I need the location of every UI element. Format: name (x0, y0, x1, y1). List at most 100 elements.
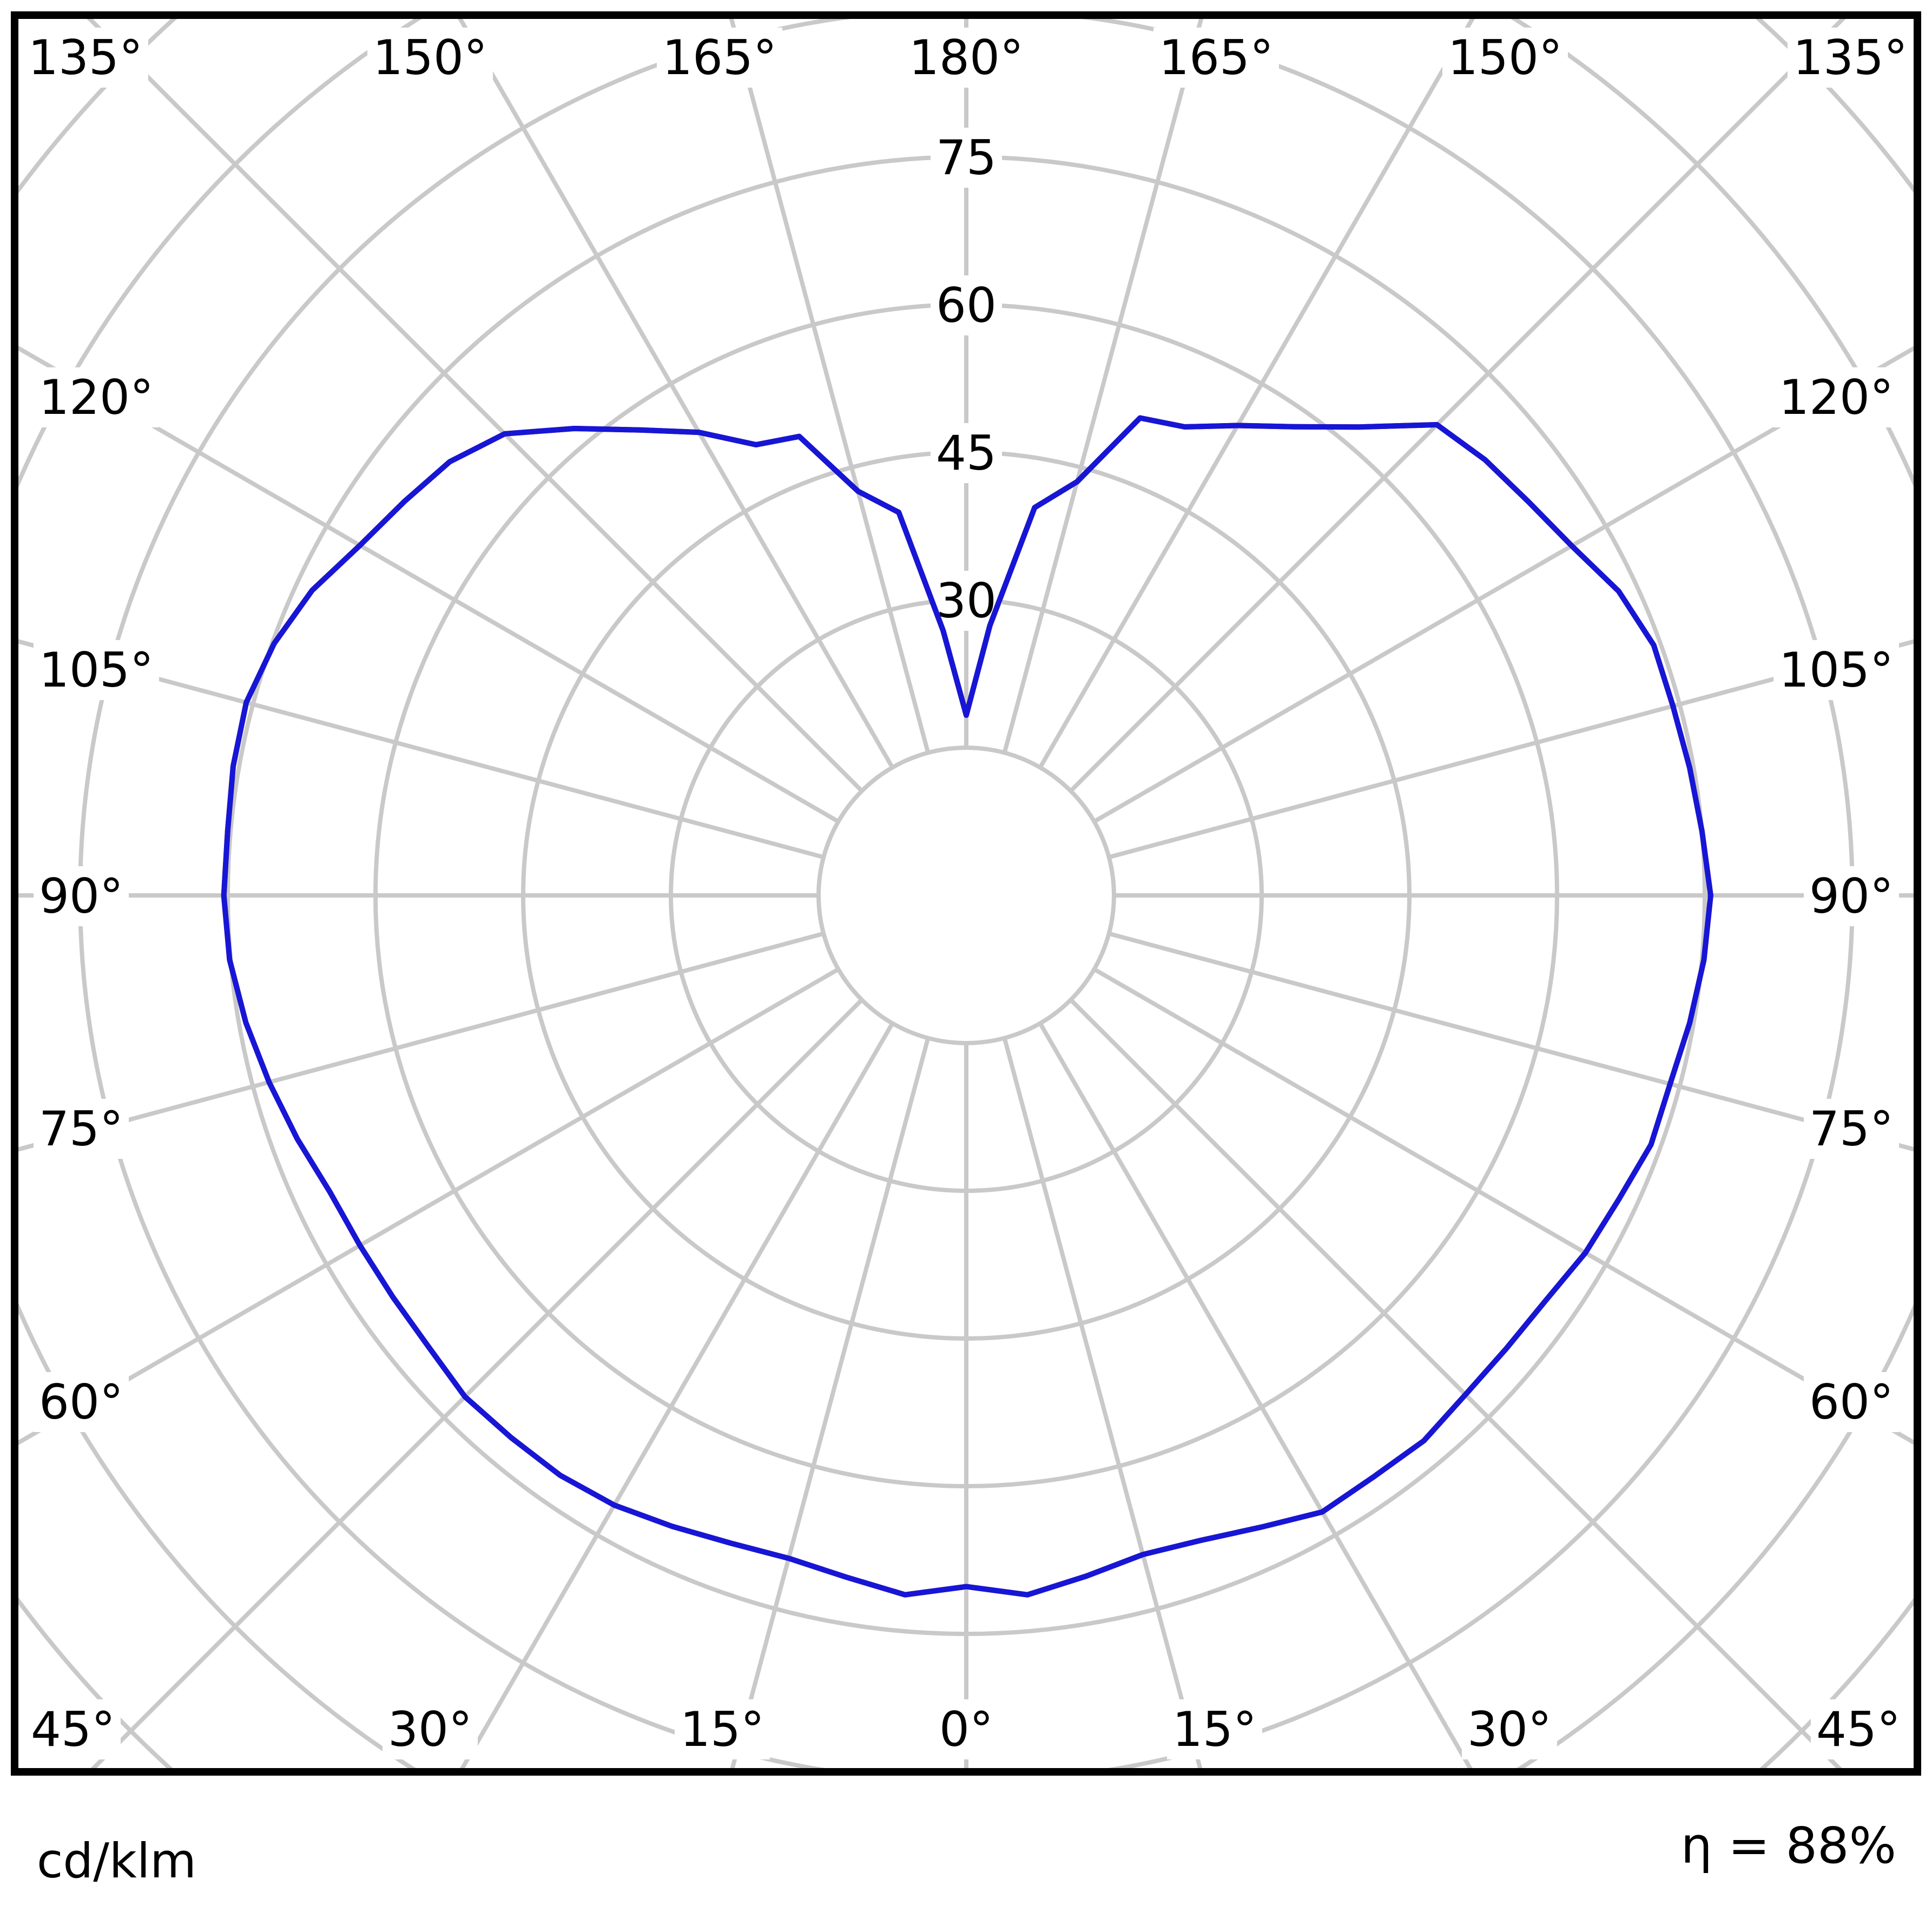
angle-label-top-5: 150° (1448, 30, 1562, 85)
angle-label-bottom-4-group: 15° (1167, 1699, 1262, 1759)
grid-circle-15 (816, 746, 1116, 1045)
angle-label-bottom-5: 30° (1467, 1702, 1552, 1757)
angle-label-bottom-2-group: 15° (675, 1699, 770, 1759)
radial-tick-label-45-group: 45 (931, 423, 1002, 483)
angle-label-bottom-1: 30° (388, 1702, 472, 1757)
grid-ray-345 (730, 1037, 931, 1768)
grid-ray-330 (460, 1022, 894, 1768)
grid-ray-45 (1069, 998, 1842, 1768)
angle-label-top-3-bg (904, 28, 1029, 88)
angle-label-top-1-group: 150° (367, 28, 493, 88)
radial-tick-label-45-bg (931, 423, 1002, 483)
angle-label-top-4-bg (1153, 28, 1279, 88)
angle-label-left-3-group: 75° (34, 1099, 129, 1159)
angle-label-top-2: 165° (662, 30, 777, 85)
angle-label-top-2-group: 165° (657, 28, 782, 88)
angle-label-right-2-bg (1804, 866, 1899, 926)
angle-label-bottom-1-group: 30° (383, 1699, 478, 1759)
grid-ray-195 (729, 19, 931, 754)
angle-label-top-5-group: 150° (1442, 28, 1568, 88)
angle-label-left-0-bg (34, 367, 159, 427)
plot-border (11, 11, 1921, 1776)
angle-label-bottom-0-group: 45° (25, 1699, 121, 1759)
angle-label-right-3-bg (1804, 1099, 1899, 1159)
axis-labels: 135° 150° 165° 180° 165° 150° 135° 120° 105° 90° 7… (23, 28, 1913, 1759)
angle-label-bottom-5-group: 30° (1462, 1699, 1557, 1759)
angle-label-bottom-3-bg (934, 1699, 999, 1759)
angle-label-right-0-bg (1773, 367, 1899, 427)
angle-label-right-1: 105° (1779, 642, 1894, 698)
unit-label: cd/klm (37, 1833, 197, 1889)
angle-label-top-5-bg (1442, 28, 1568, 88)
angle-label-left-1-bg (34, 640, 159, 700)
angle-label-left-0: 120° (39, 370, 154, 425)
angle-label-bottom-0: 45° (31, 1702, 115, 1757)
angle-label-bottom-6-group: 45° (1811, 1699, 1906, 1759)
angle-label-right-1-group: 105° (1773, 640, 1899, 700)
angle-label-top-6-bg (1788, 28, 1913, 88)
curves (221, 415, 1713, 1598)
grid-ray-225 (87, 19, 863, 793)
angle-label-left-1-group: 105° (34, 640, 159, 700)
radial-tick-label-60-bg (931, 275, 1002, 335)
angle-label-bottom-6: 45° (1816, 1702, 1901, 1757)
grid-ray-255 (18, 639, 825, 860)
grid-ray-15 (1002, 1037, 1203, 1768)
radial-tick-label-60-group: 60 (931, 275, 1002, 335)
angle-label-top-0: 135° (28, 30, 143, 85)
angle-label-left-0-group: 120° (34, 367, 159, 427)
angle-label-top-3-group: 180° (904, 28, 1029, 88)
grid-ray-240 (18, 345, 840, 823)
grid-ray-210 (458, 19, 894, 769)
angle-label-bottom-3: 0° (939, 1702, 993, 1757)
angle-label-top-1-bg (367, 28, 493, 88)
angle-label-top-4-group: 165° (1153, 28, 1279, 88)
angle-label-right-0: 120° (1779, 370, 1894, 425)
angle-label-bottom-2: 15° (680, 1702, 764, 1757)
legend: C0 - C180 C90 - C270 (0, 1861, 1932, 1931)
curve-c90-c270 (221, 415, 1713, 1598)
grid-ray-105 (1108, 639, 1914, 860)
angle-label-right-2-group: 90° (1804, 866, 1899, 926)
radial-tick-label-75: 75 (936, 130, 997, 186)
angle-label-right-1-bg (1773, 640, 1899, 700)
radial-tick-label-30-group: 30 (931, 571, 1002, 631)
angle-label-top-0-bg (23, 28, 148, 88)
angle-label-top-6-group: 135° (1788, 28, 1913, 88)
angle-label-right-4: 60° (1809, 1374, 1894, 1430)
grid-ray-30 (1038, 1022, 1473, 1768)
efficiency-label: η = 88% (1680, 1817, 1896, 1875)
angle-label-left-1: 105° (39, 642, 154, 698)
angle-label-top-1: 150° (373, 30, 487, 85)
angle-label-top-2-bg (657, 28, 782, 88)
grid-ray-165 (1002, 19, 1204, 754)
angle-label-bottom-1-bg (383, 1699, 478, 1759)
grid-ray-150 (1038, 19, 1475, 769)
angle-label-bottom-4-bg (1167, 1699, 1262, 1759)
grid-ray-135 (1069, 19, 1846, 793)
radial-tick-label-45: 45 (936, 425, 997, 481)
angle-label-left-3: 75° (39, 1101, 123, 1157)
angle-label-bottom-5-bg (1462, 1699, 1557, 1759)
angle-label-left-4-group: 60° (34, 1372, 129, 1432)
angle-label-top-0-group: 135° (23, 28, 148, 88)
angle-label-left-3-bg (34, 1099, 129, 1159)
angle-label-right-4-group: 60° (1804, 1372, 1899, 1432)
angle-label-bottom-2-bg (675, 1699, 770, 1759)
angle-label-right-3: 75° (1809, 1101, 1894, 1157)
angle-label-left-4-bg (34, 1372, 129, 1432)
angle-label-right-0-group: 120° (1773, 367, 1899, 427)
grid-ray-75 (1108, 931, 1914, 1152)
angle-label-right-3-group: 75° (1804, 1099, 1899, 1159)
angle-label-top-6: 135° (1793, 30, 1908, 85)
grid-ray-60 (1093, 967, 1914, 1445)
angle-label-top-4: 165° (1159, 30, 1274, 85)
angle-label-bottom-3-group: 0° (934, 1699, 999, 1759)
angle-label-left-2: 90° (39, 868, 123, 924)
grid-ray-120 (1093, 346, 1914, 823)
angle-label-top-3: 180° (909, 30, 1024, 85)
grid-ray-300 (18, 967, 840, 1446)
